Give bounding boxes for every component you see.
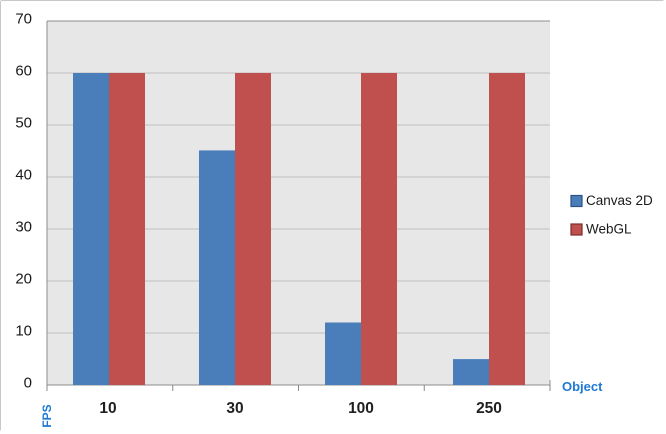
svg-text:WebGL: WebGL	[586, 222, 632, 237]
svg-text:100: 100	[348, 400, 374, 417]
svg-text:250: 250	[476, 400, 502, 417]
svg-text:70: 70	[15, 11, 32, 28]
svg-text:30: 30	[226, 400, 243, 417]
svg-text:10: 10	[99, 400, 116, 417]
svg-text:FPS: FPS	[40, 404, 54, 427]
svg-text:0: 0	[24, 375, 32, 392]
svg-text:20: 20	[15, 271, 32, 288]
svg-text:40: 40	[15, 167, 32, 184]
svg-text:60: 60	[15, 63, 32, 80]
svg-text:Canvas 2D: Canvas 2D	[586, 193, 653, 208]
svg-text:10: 10	[15, 323, 32, 340]
svg-text:Object: Object	[562, 379, 603, 394]
svg-text:30: 30	[15, 219, 32, 236]
svg-text:50: 50	[15, 115, 32, 132]
